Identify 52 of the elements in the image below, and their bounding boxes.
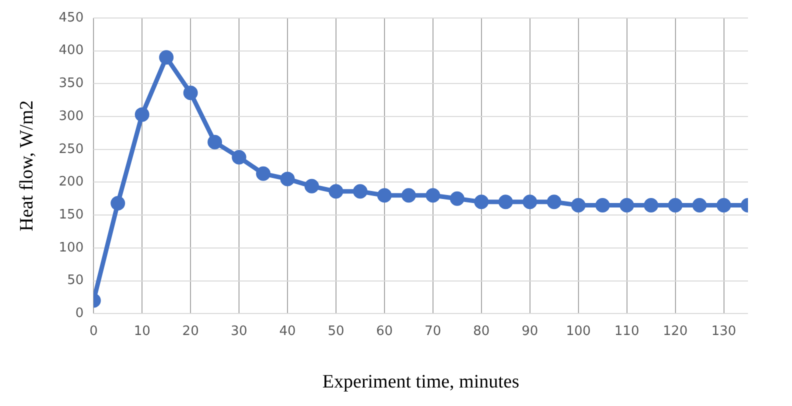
point <box>668 198 683 212</box>
y-tick-label: 350 <box>58 76 84 92</box>
point <box>595 198 610 212</box>
point <box>328 184 344 199</box>
y-tick-label: 0 <box>75 306 84 321</box>
point <box>450 191 464 206</box>
point <box>304 178 319 194</box>
point <box>280 172 295 186</box>
x-tick-label: 100 <box>566 324 591 339</box>
x-tick-label: 90 <box>522 324 538 339</box>
point <box>256 166 271 181</box>
y-tick-label: 150 <box>58 207 84 222</box>
x-tick-label: 110 <box>614 324 640 339</box>
y-tick-label: 200 <box>58 174 84 190</box>
point <box>426 188 440 203</box>
point <box>620 198 634 212</box>
point <box>498 194 513 210</box>
point <box>716 198 732 212</box>
point <box>474 194 489 210</box>
x-tick-label: 50 <box>328 324 344 339</box>
y-tick-label: 50 <box>67 273 84 288</box>
y-tick-label: 400 <box>58 43 84 58</box>
point <box>692 198 707 212</box>
x-axis-title: Experiment time, minutes <box>322 372 520 393</box>
point <box>352 184 368 199</box>
x-tick-label: 10 <box>134 324 150 339</box>
x-tick-label: 40 <box>279 324 296 339</box>
x-tick-label: 0 <box>89 324 98 339</box>
x-tick-label: 60 <box>376 324 393 339</box>
point <box>377 188 392 203</box>
x-tick-label: 80 <box>473 324 490 339</box>
x-tick-label: 30 <box>230 324 248 339</box>
point <box>644 198 658 212</box>
y-tick-label: 100 <box>58 240 84 256</box>
point <box>546 194 562 210</box>
point <box>571 198 586 212</box>
x-tick-label: 130 <box>711 324 736 339</box>
y-axis-title: Heat flow, W/m2 <box>16 100 38 232</box>
point <box>159 50 174 65</box>
y-tick-label: 450 <box>58 10 84 26</box>
point <box>208 134 222 150</box>
point <box>401 188 416 203</box>
x-tick-label: 120 <box>662 324 688 339</box>
y-tick-label: 250 <box>58 142 84 157</box>
x-tick-label: 20 <box>182 324 199 339</box>
point <box>183 86 198 100</box>
y-tick-label: 300 <box>58 108 84 124</box>
point <box>134 107 150 122</box>
point <box>522 194 538 210</box>
x-tick-label: 70 <box>424 324 442 339</box>
point <box>232 150 246 165</box>
point <box>110 196 126 210</box>
